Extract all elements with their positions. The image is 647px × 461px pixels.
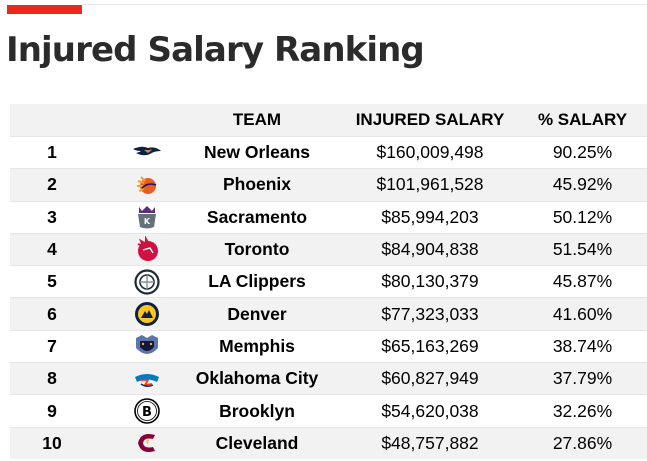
pct-salary-cell: 38.74%: [552, 335, 613, 356]
rank-cell: 1: [47, 142, 57, 163]
raptors-logo-icon: [137, 235, 158, 261]
pct-salary-cell: 27.86%: [552, 432, 613, 453]
pct-salary-cell: 45.92%: [552, 174, 613, 195]
clippers-logo-icon: [134, 269, 160, 295]
table-row: 2 Phoenix $101,961,528 45.92%: [10, 168, 647, 201]
nets-logo-icon: B: [134, 398, 160, 424]
team-name: Cleveland: [215, 432, 299, 453]
team-name: New Orleans: [203, 142, 311, 163]
header-team: TEAM: [232, 110, 282, 129]
rank-cell: 8: [47, 368, 57, 389]
pct-salary-cell: 90.25%: [552, 142, 613, 163]
pct-salary-cell: 50.12%: [552, 206, 613, 227]
team-name: Memphis: [219, 335, 295, 356]
table-row: 6 Denver $77,323,033 41.60%: [10, 297, 647, 330]
team-name: Phoenix: [222, 174, 292, 195]
pct-salary-cell: 41.60%: [552, 303, 613, 324]
team-name: Brooklyn: [219, 400, 295, 421]
page-title: Injured Salary Ranking: [6, 30, 425, 70]
rank-cell: 7: [47, 335, 57, 356]
pct-salary-cell: 32.26%: [552, 400, 613, 421]
table-header-row: TEAM INJURED SALARY % SALARY: [10, 104, 647, 136]
team-name: Sacramento: [206, 206, 308, 227]
accent-bar: [7, 5, 82, 14]
table-row: 4 Toronto $84,904,838 51.54%: [10, 232, 647, 266]
injured-salary-cell: $54,620,038: [381, 400, 479, 421]
rank-cell: 10: [42, 432, 62, 453]
injured-salary-cell: $48,757,882: [381, 432, 479, 453]
header-pct-salary: % SALARY: [537, 110, 628, 129]
injured-salary-cell: $84,904,838: [381, 239, 479, 260]
table-row: 7 Memphis $65,163,269 38.74%: [10, 329, 647, 362]
rank-cell: 5: [47, 271, 57, 292]
team-name: Oklahoma City: [195, 368, 319, 389]
injured-salary-cell: $80,130,379: [381, 271, 479, 292]
injured-salary-cell: $77,323,033: [381, 303, 479, 324]
table-row: 3 K Sacramento $85,994,203 50.12%: [10, 200, 647, 233]
svg-text:B: B: [142, 405, 152, 420]
injured-salary-cell: $60,827,949: [381, 368, 479, 389]
cavaliers-logo-icon: [138, 434, 155, 453]
table-row: 10 Cleveland $48,757,882 27.86%: [10, 426, 647, 459]
injured-salary-cell: $160,009,498: [376, 142, 484, 163]
table-row: 9 B Brooklyn $54,620,038 32.26%: [10, 394, 647, 426]
rank-cell: 3: [47, 206, 57, 227]
team-name: Toronto: [224, 239, 290, 260]
suns-logo-icon: [137, 176, 157, 194]
table-row: 1 New Orleans $160,009,498 90.25%: [10, 136, 647, 168]
table-row: 5 LA Clippers $80,130,379 45.87%: [10, 265, 647, 297]
injured-salary-cell: $85,994,203: [381, 206, 479, 227]
header-injured-salary: INJURED SALARY: [355, 110, 505, 129]
pct-salary-cell: 37.79%: [552, 368, 613, 389]
table-row: 8 Oklahoma City $60,827,949 37.79%: [10, 362, 647, 395]
team-name: LA Clippers: [208, 271, 306, 292]
rank-cell: 9: [47, 400, 57, 421]
injured-salary-cell: $101,961,528: [376, 174, 484, 195]
ranking-table: TEAM INJURED SALARY % SALARY 1 New Orlea…: [10, 104, 647, 459]
rank-cell: 6: [47, 303, 57, 324]
rank-cell: 4: [47, 239, 57, 260]
pelicans-logo-icon: [133, 146, 161, 155]
team-name: Denver: [227, 303, 287, 324]
pct-salary-cell: 51.54%: [552, 239, 613, 260]
injured-salary-cell: $65,163,269: [381, 335, 479, 356]
kings-logo-icon: K: [138, 206, 156, 229]
pct-salary-cell: 45.87%: [552, 271, 613, 292]
svg-text:K: K: [144, 217, 151, 226]
thunder-logo-icon: [135, 373, 159, 387]
grizzlies-logo-icon: [136, 335, 158, 355]
nuggets-logo-icon: [135, 302, 159, 327]
top-divider: [82, 4, 647, 5]
rank-cell: 2: [47, 174, 57, 195]
